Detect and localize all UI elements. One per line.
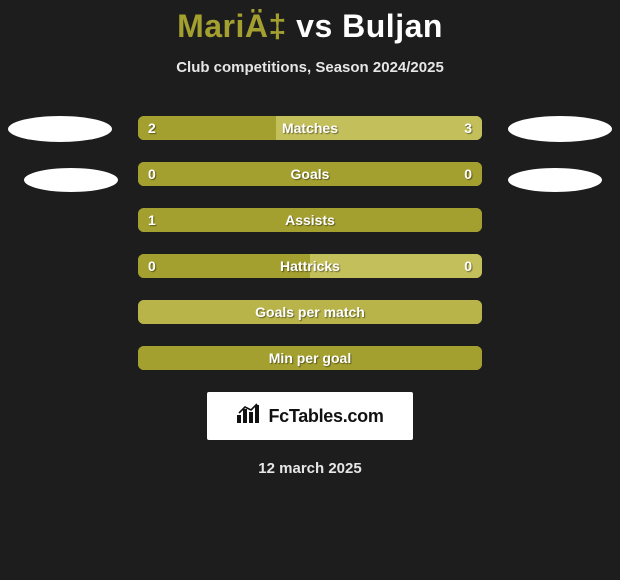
brand-badge: FcTables.com xyxy=(207,392,413,440)
stat-bar-left-value: 0 xyxy=(148,254,156,278)
stat-bar-right-value: 0 xyxy=(464,162,472,186)
vs-label: vs xyxy=(296,8,333,44)
page-title: MariÄ‡ vs Buljan xyxy=(0,0,620,45)
stat-bar: Goals0 0 xyxy=(138,162,482,186)
stat-bar-label: Min per goal xyxy=(138,346,482,370)
stat-bar-left-value: 1 xyxy=(148,208,156,232)
player1-name: MariÄ‡ xyxy=(177,8,287,44)
player2-avatar-placeholder xyxy=(508,116,612,142)
stat-bar: Matches2 3 xyxy=(138,116,482,140)
stat-bar: Assists1 xyxy=(138,208,482,232)
stats-bars: Matches23Goals00Assists1Hattricks00Goals… xyxy=(138,116,482,370)
stat-bar-left-value: 2 xyxy=(148,116,156,140)
stat-bar-label: Goals per match xyxy=(138,300,482,324)
date-label: 12 march 2025 xyxy=(0,460,620,477)
stat-bar-label: Goals xyxy=(138,162,482,186)
player2-club-placeholder xyxy=(508,168,602,192)
brand-text: FcTables.com xyxy=(268,406,383,427)
stat-bar-label: Assists xyxy=(138,208,482,232)
stat-bar-left-value: 0 xyxy=(148,162,156,186)
player1-club-placeholder xyxy=(24,168,118,192)
stat-bar: Hattricks0 0 xyxy=(138,254,482,278)
player2-name: Buljan xyxy=(342,8,443,44)
player1-avatar-placeholder xyxy=(8,116,112,142)
stat-bar: Min per goal xyxy=(138,346,482,370)
stat-bar-label: Matches xyxy=(138,116,482,140)
subtitle: Club competitions, Season 2024/2025 xyxy=(0,59,620,76)
stat-bar-right-value: 3 xyxy=(464,116,472,140)
chart-icon xyxy=(236,403,262,430)
stat-bar-label: Hattricks xyxy=(138,254,482,278)
stat-bar: Goals per match xyxy=(138,300,482,324)
comparison-panel: Matches23Goals00Assists1Hattricks00Goals… xyxy=(0,116,620,477)
stat-bar-right-value: 0 xyxy=(464,254,472,278)
